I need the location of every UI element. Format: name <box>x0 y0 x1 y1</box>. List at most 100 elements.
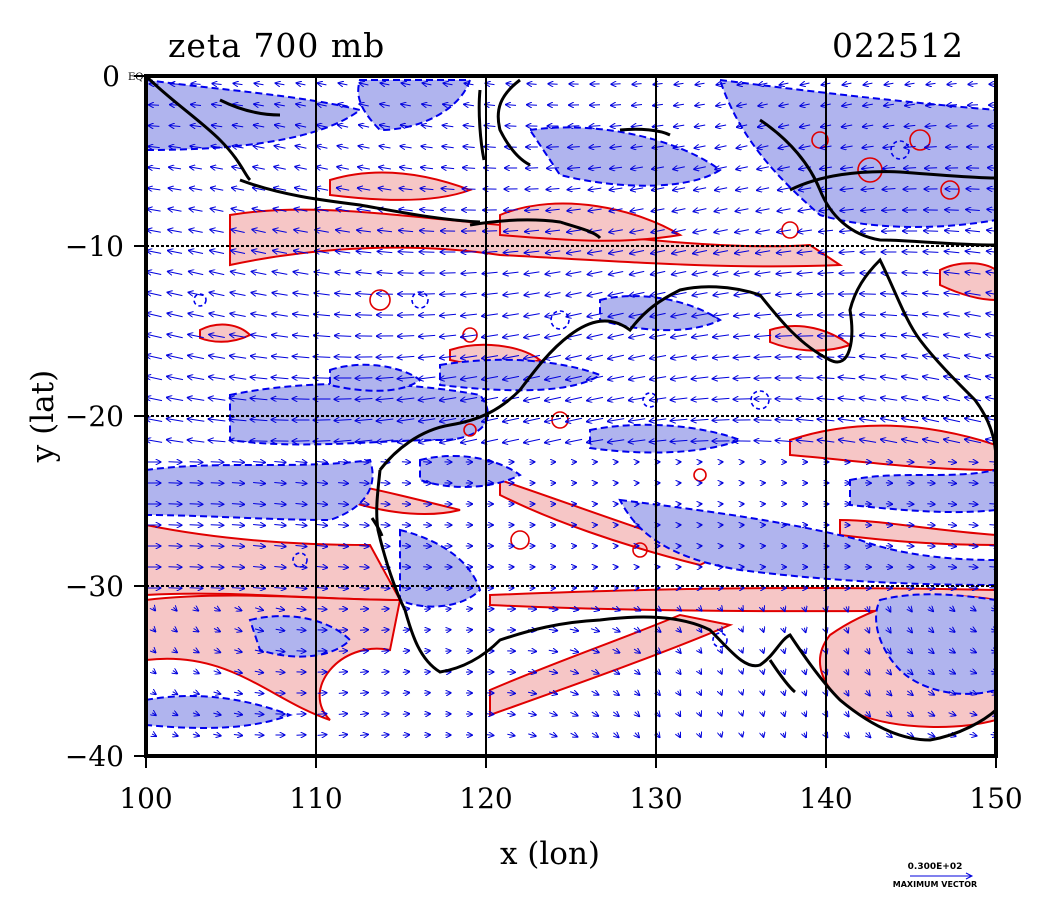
wind-vector <box>716 104 726 106</box>
wind-vector <box>674 104 684 105</box>
wind-vector <box>906 712 913 716</box>
wind-vector <box>421 167 434 168</box>
wind-vector <box>462 252 477 253</box>
wind-vector <box>949 628 954 632</box>
wind-vector <box>294 272 309 274</box>
wind-vector <box>720 691 721 694</box>
wind-vector <box>945 231 960 232</box>
x-tick-label: 120 <box>459 782 513 815</box>
wind-vector <box>232 188 245 191</box>
wind-vector <box>168 251 183 254</box>
wind-vector <box>149 126 160 127</box>
wind-vector <box>482 314 498 316</box>
wind-vector <box>968 567 978 568</box>
wind-vector <box>735 251 750 254</box>
wind-vector <box>296 125 307 127</box>
wind-vector <box>693 293 708 296</box>
wind-vector <box>233 692 242 694</box>
wind-vector <box>902 356 919 358</box>
wind-vector <box>253 188 266 191</box>
wind-vector <box>629 377 646 380</box>
wind-vector <box>776 440 793 441</box>
wind-vector <box>381 735 388 736</box>
wind-vector <box>715 167 727 170</box>
wind-vector <box>804 607 805 611</box>
wind-vector <box>860 377 877 379</box>
wind-vector <box>251 314 267 317</box>
wind-vector <box>211 146 223 148</box>
wind-vector <box>927 504 934 505</box>
wind-vector <box>402 651 409 652</box>
wind-vector <box>377 398 394 400</box>
wind-vector <box>252 293 267 296</box>
wind-vector <box>652 167 664 169</box>
wind-vector <box>524 355 540 358</box>
wind-vector <box>173 650 177 653</box>
wind-vector <box>948 713 956 716</box>
wind-vector <box>461 377 478 380</box>
wind-vector <box>293 378 310 379</box>
wind-vector <box>212 104 222 105</box>
wind-vector <box>461 314 477 316</box>
wind-vector <box>610 167 623 169</box>
wind-vector <box>380 125 391 127</box>
wind-vector <box>189 251 204 254</box>
wind-vector <box>482 377 499 380</box>
wind-vector <box>528 734 535 736</box>
wind-vector <box>671 335 687 338</box>
wind-vector <box>969 713 977 715</box>
wind-vector <box>210 525 224 526</box>
wind-vector <box>902 398 919 401</box>
wind-vector <box>720 607 722 610</box>
wind-vector <box>635 712 639 716</box>
wind-vector <box>524 335 540 338</box>
wind-vector <box>231 272 246 275</box>
wind-vector <box>296 608 306 609</box>
wind-vector <box>424 609 430 610</box>
wind-vector <box>358 167 370 169</box>
wind-vector <box>231 525 244 526</box>
wind-vector <box>381 83 390 85</box>
wind-vector <box>275 650 285 651</box>
wind-vector <box>902 377 919 380</box>
wind-vector <box>168 272 183 275</box>
wind-vector <box>947 504 956 505</box>
wind-vector <box>779 125 790 127</box>
wind-vector <box>570 692 578 695</box>
wind-vector <box>482 293 498 295</box>
wind-vector <box>694 209 707 212</box>
wind-vector <box>927 670 934 674</box>
wind-vector <box>231 567 244 568</box>
wind-vector <box>442 167 455 168</box>
wind-vector <box>969 692 977 694</box>
wind-vector <box>398 336 415 337</box>
wind-vector <box>335 293 351 294</box>
wind-vector <box>274 188 287 191</box>
wind-vector <box>524 397 541 400</box>
wind-vector <box>194 629 199 632</box>
wind-vector <box>463 168 476 169</box>
wind-vector <box>650 440 667 442</box>
wind-vector <box>188 398 205 401</box>
wind-vector <box>274 567 285 568</box>
wind-vector <box>905 104 915 105</box>
wind-vector <box>465 83 474 84</box>
wind-vector <box>923 418 940 421</box>
wind-vector <box>652 209 665 212</box>
wind-vector <box>356 378 373 379</box>
wind-vector <box>251 398 268 400</box>
wind-vector <box>846 670 848 675</box>
wind-vector <box>359 125 370 127</box>
wind-vector <box>274 546 285 547</box>
wind-vector <box>377 419 394 421</box>
wind-vector <box>887 670 891 675</box>
wind-vector <box>399 230 414 231</box>
wind-vector <box>867 627 869 632</box>
wind-vector <box>188 440 205 442</box>
wind-vector <box>882 210 896 211</box>
y-tick-label: 0 <box>102 60 120 93</box>
wind-vector <box>695 146 706 148</box>
wind-vector <box>846 607 848 612</box>
wind-vector <box>881 356 898 358</box>
